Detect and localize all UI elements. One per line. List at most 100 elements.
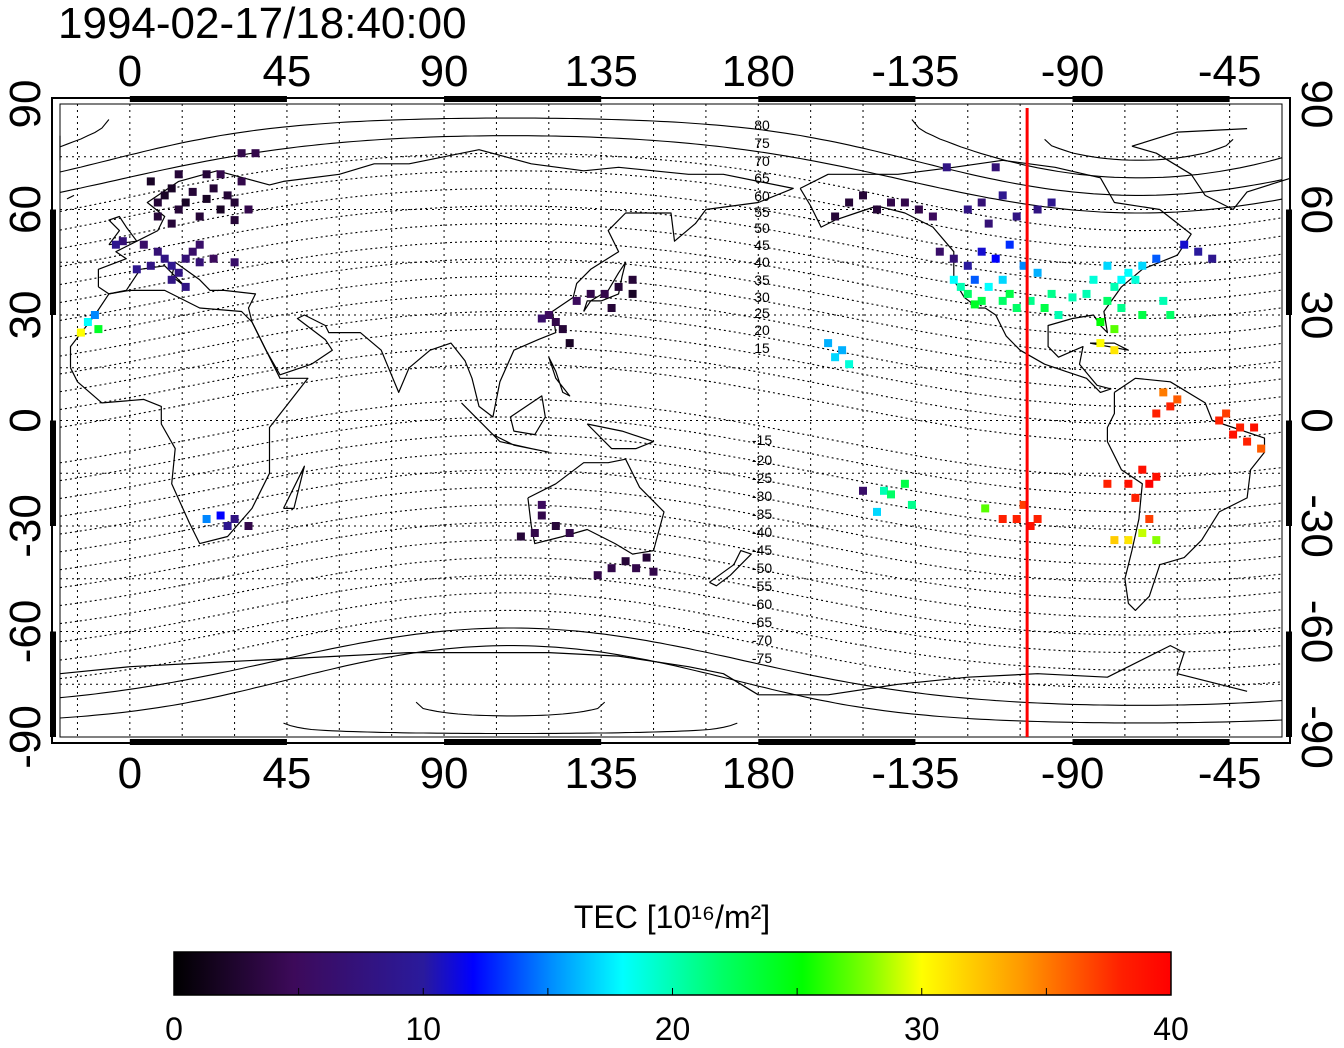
contour-label: -35 [752, 506, 772, 522]
tec-point [1159, 296, 1168, 305]
frame-segment [758, 739, 916, 745]
tec-point [230, 198, 239, 207]
tec-point [572, 296, 581, 305]
contour-line [59, 557, 1283, 636]
tec-point [551, 522, 560, 530]
y-tick-label: -90 [1, 705, 50, 769]
contour-line [59, 645, 1283, 724]
tec-point [1159, 388, 1168, 397]
frame-segment [50, 420, 56, 526]
tec-point [153, 212, 162, 221]
contour-label: 75 [754, 135, 770, 151]
tec-point [984, 282, 993, 291]
tec-point [1124, 268, 1133, 277]
y-tick-label: 0 [1292, 408, 1341, 432]
contour-line [59, 363, 1283, 443]
tec-point [981, 504, 990, 513]
tec-point [244, 205, 253, 214]
tec-point [593, 571, 602, 580]
tec-point [614, 282, 623, 291]
contour-line [59, 223, 1283, 302]
tec-point [1019, 500, 1028, 509]
tec-point [970, 300, 979, 309]
contour-line [59, 416, 1283, 495]
tec-point [132, 265, 141, 274]
contour-line [1044, 138, 1234, 161]
tec-point [632, 564, 641, 573]
colorbar-tick-label: 0 [165, 1011, 183, 1047]
tec-point [1082, 289, 1091, 298]
tec-point [1152, 536, 1161, 545]
frame-segment [50, 631, 56, 737]
coastline-path [108, 215, 138, 246]
contour-line [283, 722, 738, 735]
contour-line [59, 434, 1283, 513]
contour-line [59, 310, 1283, 390]
contour-label: -15 [752, 432, 772, 448]
tec-point [160, 254, 169, 263]
coastline-path [461, 402, 550, 453]
left-latitude-axis: 90 60 30 0 -30 -60 -90 [1, 80, 50, 769]
tec-point [873, 205, 881, 214]
contour-label: 35 [754, 272, 770, 288]
tec-point [530, 529, 539, 537]
contour-line [59, 119, 1283, 179]
tec-point [188, 247, 197, 256]
tec-point [195, 212, 204, 221]
tec-point [977, 247, 986, 256]
x-tick-label: 0 [118, 749, 142, 798]
coastline-path [583, 261, 627, 312]
tec-point [1110, 282, 1119, 291]
tec-point [1124, 479, 1133, 488]
frame-segment [1286, 209, 1292, 315]
tec-point [1040, 304, 1049, 312]
tec-point [977, 296, 986, 305]
y-tick-label: -60 [1292, 600, 1341, 664]
tec-point [167, 275, 176, 284]
tec-point [90, 311, 99, 319]
tec-point [991, 163, 1000, 172]
tec-point [845, 198, 854, 207]
tec-point [544, 311, 553, 319]
tec-point [949, 275, 958, 284]
contour-label: -60 [752, 596, 772, 612]
tec-point [907, 500, 916, 509]
tec-point [887, 198, 895, 207]
tec-point [223, 191, 232, 200]
frame-segment [50, 209, 56, 315]
tec-point [900, 479, 909, 488]
tec-point [998, 296, 1007, 305]
contour-label: 45 [754, 237, 770, 253]
tec-point [146, 177, 155, 186]
tec-point [1138, 311, 1147, 319]
tec-point [537, 511, 546, 520]
contour-label: 60 [754, 188, 770, 204]
tec-point [1152, 472, 1161, 481]
tec-point [831, 353, 840, 362]
contour-label: -20 [752, 452, 772, 468]
y-tick-label: 60 [1292, 185, 1341, 234]
coastline-path [59, 645, 1248, 696]
tec-point [1180, 240, 1189, 249]
tec-point [195, 240, 204, 249]
tec-point [160, 191, 169, 200]
coastline-path [509, 395, 546, 436]
tec-point [900, 198, 909, 207]
x-tick-label: 0 [118, 47, 142, 96]
tec-point [202, 194, 211, 203]
tec-point [216, 205, 225, 214]
tec-point [880, 486, 888, 495]
colorbar-title: TEC [10¹⁶/m²] [574, 899, 770, 935]
tec-point [984, 219, 993, 228]
x-tick-label: -45 [1198, 749, 1262, 798]
tec-point [1124, 536, 1133, 545]
contour-label: 15 [754, 340, 770, 356]
tec-point [963, 261, 972, 270]
tec-point [174, 205, 183, 214]
tec-point [970, 275, 979, 284]
tec-point [223, 522, 232, 530]
axis-frame-ticks [50, 96, 1292, 745]
y-tick-label: -30 [1292, 494, 1341, 558]
contour-line [59, 275, 1283, 355]
